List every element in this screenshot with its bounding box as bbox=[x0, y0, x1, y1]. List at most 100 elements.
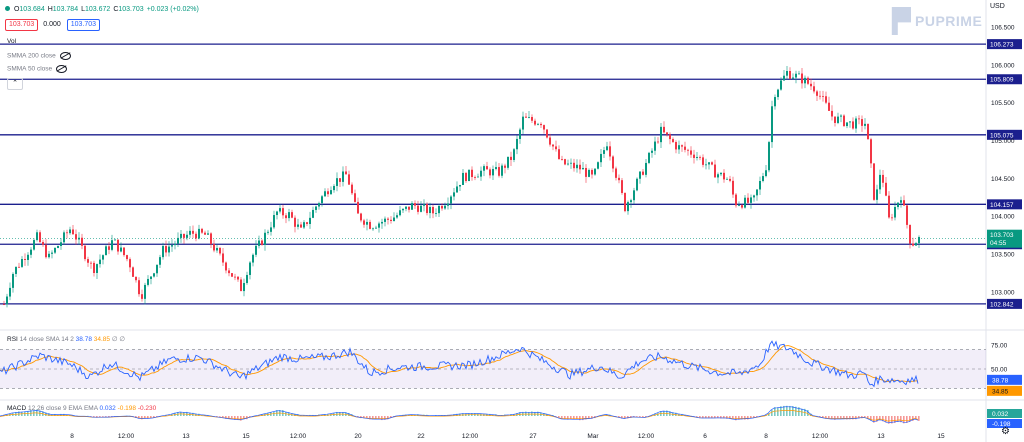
candle-body bbox=[135, 276, 137, 281]
candle-body bbox=[336, 178, 338, 186]
time-axis-label: 6 bbox=[703, 433, 707, 440]
candle-body bbox=[555, 146, 557, 150]
candle-body bbox=[288, 212, 290, 219]
candle-body bbox=[132, 267, 134, 277]
candle-body bbox=[27, 254, 29, 260]
candle-body bbox=[69, 229, 71, 234]
smma200-indicator-label[interactable]: SMMA 200 close bbox=[7, 52, 71, 60]
candle-body bbox=[441, 205, 443, 209]
macd-histogram-bar bbox=[720, 416, 722, 419]
candle-body bbox=[840, 115, 842, 117]
candle-body bbox=[219, 247, 221, 254]
candle-body bbox=[672, 139, 674, 143]
candle-body bbox=[837, 116, 839, 123]
candle-body bbox=[423, 204, 425, 206]
candle-body bbox=[690, 150, 692, 155]
macd-histogram-bar bbox=[681, 413, 683, 416]
hidden-eye-icon[interactable] bbox=[59, 52, 71, 60]
candle-body bbox=[249, 262, 251, 275]
time-axis-label: 15 bbox=[937, 433, 945, 440]
time-axis-label: 12:00 bbox=[118, 433, 135, 440]
macd-histogram-bar bbox=[561, 416, 563, 419]
candle-body bbox=[57, 245, 59, 248]
candle-body bbox=[156, 264, 158, 274]
macd-value-text: 0.032 bbox=[992, 411, 1009, 418]
macd-histogram-bar bbox=[462, 413, 464, 416]
macd-histogram-bar bbox=[225, 416, 227, 419]
macd-histogram-bar bbox=[459, 413, 461, 416]
macd-histogram-bar bbox=[363, 416, 365, 419]
candle-body bbox=[582, 167, 584, 170]
candle-body bbox=[255, 245, 257, 255]
candle-body bbox=[48, 253, 50, 258]
candle-body bbox=[339, 178, 341, 182]
candle-body bbox=[258, 240, 260, 246]
candle-body bbox=[630, 200, 632, 203]
macd-histogram-bar bbox=[702, 416, 704, 418]
candle-body bbox=[183, 233, 185, 238]
hidden-eye-icon[interactable] bbox=[56, 65, 68, 73]
spread-value: 0.000 bbox=[43, 21, 61, 28]
macd-histogram-bar bbox=[249, 416, 251, 418]
smma50-indicator-label[interactable]: SMMA 50 close bbox=[7, 65, 68, 73]
settings-gear-icon[interactable]: ⚙ bbox=[1001, 426, 1010, 437]
rsi-legend[interactable]: RSI 14 close SMA 14 2 38.78 34.85 ∅ ∅ bbox=[7, 336, 125, 343]
candle-body bbox=[246, 274, 248, 284]
candle-body bbox=[357, 201, 359, 214]
rsi-tick-label: 50.00 bbox=[991, 367, 1008, 374]
ask-price-button[interactable]: 103.703 bbox=[66, 19, 101, 31]
currency-selector[interactable]: USD bbox=[990, 3, 1005, 10]
candle-body bbox=[417, 205, 419, 212]
candle-body bbox=[429, 206, 431, 214]
candle-body bbox=[600, 153, 602, 163]
candle-body bbox=[747, 197, 749, 203]
price-tick-label: 103.500 bbox=[991, 252, 1015, 259]
candle-body bbox=[828, 102, 830, 111]
candle-body bbox=[732, 180, 734, 195]
macd-histogram-bar bbox=[714, 416, 716, 418]
candle-body bbox=[72, 229, 74, 235]
candle-body bbox=[807, 77, 809, 84]
candle-body bbox=[264, 232, 266, 245]
macd-histogram-bar bbox=[912, 416, 914, 421]
candle-body bbox=[318, 203, 320, 207]
level-price-text: 104.157 bbox=[990, 202, 1014, 209]
collapse-legend-button[interactable]: ⌃ bbox=[7, 78, 23, 90]
candle-body bbox=[348, 174, 350, 185]
candle-body bbox=[90, 262, 92, 264]
candle-body bbox=[54, 247, 56, 253]
candle-body bbox=[15, 266, 17, 274]
candle-body bbox=[99, 259, 101, 265]
candle-body bbox=[675, 142, 677, 150]
volume-indicator-label[interactable]: Vol bbox=[7, 38, 17, 45]
candle-body bbox=[516, 138, 518, 150]
candle-body bbox=[390, 219, 392, 222]
candle-body bbox=[903, 200, 905, 206]
candle-body bbox=[186, 234, 188, 238]
candle-body bbox=[495, 167, 497, 169]
bid-price-button[interactable]: 103.703 bbox=[5, 19, 39, 31]
brand-mark-icon bbox=[891, 7, 911, 35]
candle-body bbox=[234, 276, 236, 278]
macd-histogram-bar bbox=[891, 416, 893, 424]
candle-body bbox=[645, 162, 647, 175]
macd-histogram-bar bbox=[216, 416, 218, 417]
macd-legend[interactable]: MACD 12 26 close 9 EMA EMA 0.032 -0.198 … bbox=[7, 405, 157, 412]
candle-body bbox=[105, 246, 107, 256]
macd-histogram-bar bbox=[240, 416, 242, 421]
candle-body bbox=[108, 246, 110, 250]
level-price-tag bbox=[987, 129, 1022, 140]
candle-body bbox=[666, 132, 668, 135]
macd-histogram-bar bbox=[843, 416, 845, 420]
macd-histogram-bar bbox=[705, 416, 707, 418]
candle-body bbox=[24, 259, 26, 260]
candle-body bbox=[858, 118, 860, 120]
candle-body bbox=[411, 203, 413, 210]
candle-body bbox=[324, 191, 326, 197]
candle-body bbox=[435, 213, 437, 214]
candle-body bbox=[762, 176, 764, 181]
candle-body bbox=[657, 141, 659, 143]
macd-signal-tag bbox=[987, 419, 1022, 428]
candle-body bbox=[570, 162, 572, 164]
